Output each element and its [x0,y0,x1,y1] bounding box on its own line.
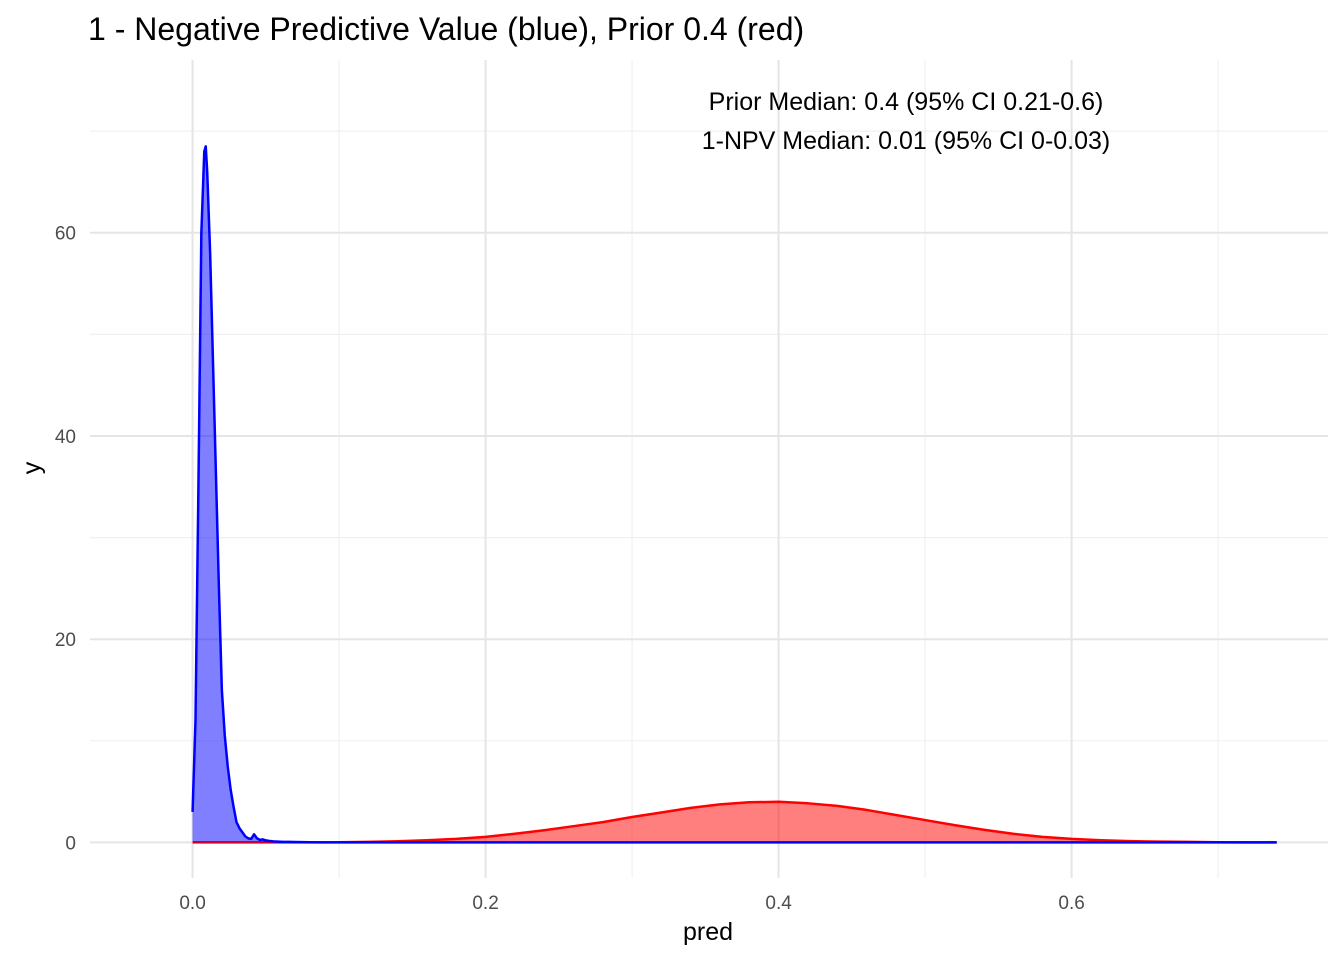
annotation-prior-median: Prior Median: 0.4 (95% CI 0.21-0.6) [709,88,1104,116]
y-axis-label: y [18,461,46,474]
y-tick-label: 0 [65,833,76,854]
x-tick-label: 0.0 [179,893,205,914]
x-tick-label: 0.6 [1058,893,1084,914]
density-areas [191,145,1277,844]
npv-density-fill [192,146,1277,843]
prior-density-line [192,800,1277,844]
x-axis-label: pred [683,918,733,946]
prior-density-fill [192,801,1277,843]
npv-density-line [191,145,1277,844]
annotation-npv-median: 1-NPV Median: 0.01 (95% CI 0-0.03) [702,127,1111,155]
x-tick-labels: 0.0 0.2 0.4 0.6 [179,893,1084,914]
chart-title: 1 - Negative Predictive Value (blue), Pr… [88,11,804,47]
x-tick-label: 0.4 [765,893,792,914]
y-tick-label: 40 [55,427,76,448]
grid [90,60,1328,878]
y-tick-label: 60 [55,224,76,245]
x-tick-label: 0.2 [472,893,498,914]
y-tick-labels: 0 20 40 60 [55,224,76,855]
y-tick-label: 20 [55,630,76,651]
